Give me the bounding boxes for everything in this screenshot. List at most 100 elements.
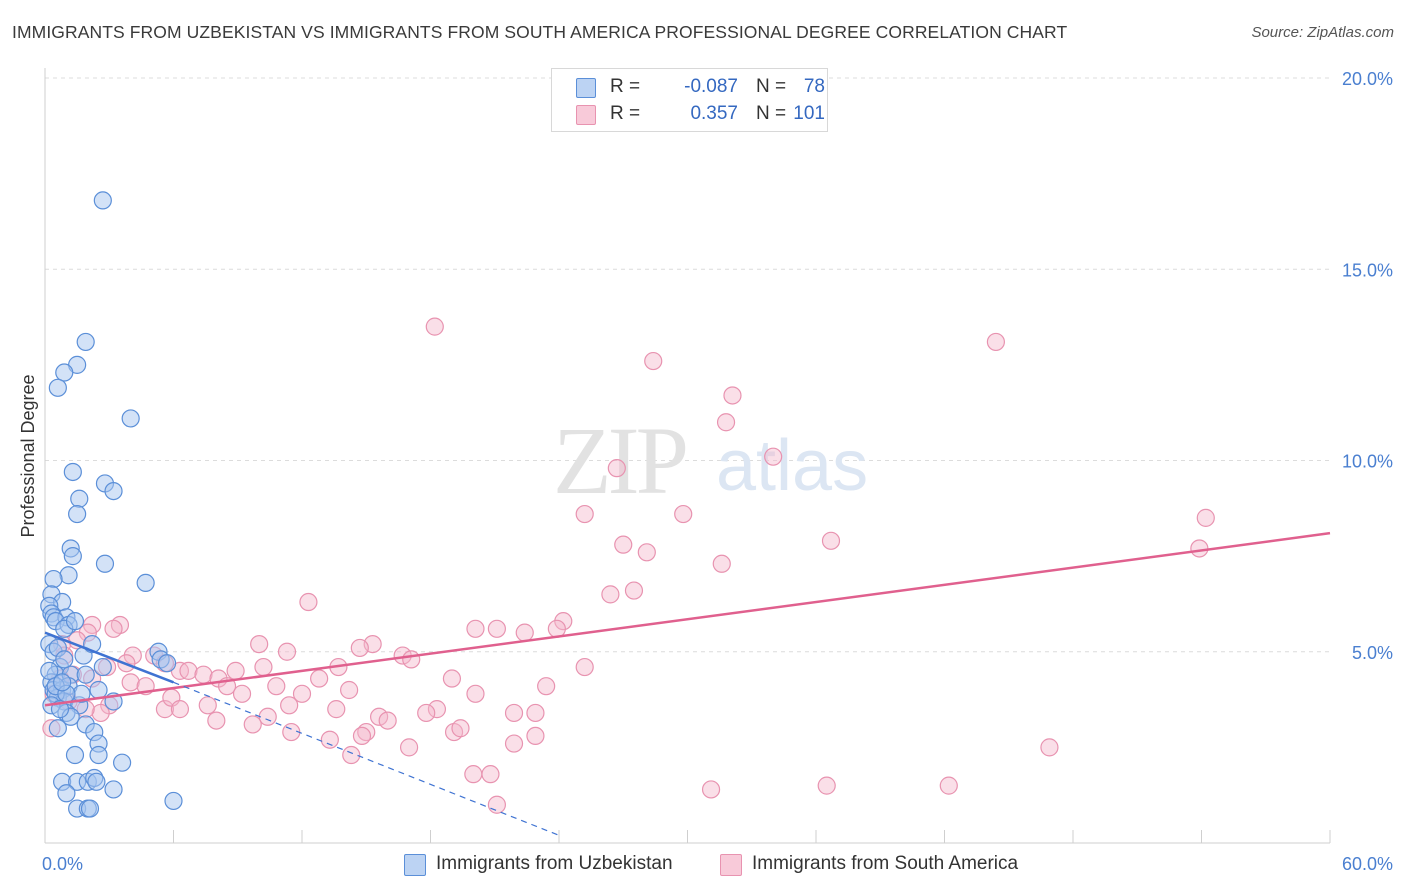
point-south-america xyxy=(399,738,419,757)
trend-line-uzbekistan-extension xyxy=(173,681,560,836)
point-uzbekistan xyxy=(63,547,82,566)
watermark-atlas: atlas xyxy=(716,426,868,506)
point-south-america xyxy=(537,677,556,696)
point-uzbekistan xyxy=(57,784,76,803)
point-uzbekistan xyxy=(121,409,140,428)
point-south-america xyxy=(277,642,297,661)
point-uzbekistan xyxy=(65,612,85,631)
point-uzbekistan xyxy=(55,650,74,669)
legend-r-value: -0.087 xyxy=(684,76,738,97)
point-south-america xyxy=(258,707,277,726)
point-south-america xyxy=(292,684,312,703)
legend-r-label: R = xyxy=(610,103,641,124)
point-south-america xyxy=(91,703,110,723)
chart-title: IMMIGRANTS FROM UZBEKISTAN VS IMMIGRANTS… xyxy=(12,22,1068,42)
point-south-america xyxy=(207,711,226,730)
point-south-america xyxy=(104,619,123,638)
trend-line-south-america xyxy=(44,531,1331,707)
point-south-america xyxy=(232,684,252,703)
point-south-america xyxy=(155,700,175,719)
point-south-america xyxy=(352,726,372,746)
series-south-america-points xyxy=(42,317,1215,814)
y-tick-label: 5.0% xyxy=(1352,643,1393,663)
point-uzbekistan xyxy=(104,780,123,799)
trend-line-uzbekistan xyxy=(44,631,174,684)
point-south-america xyxy=(170,700,190,719)
point-uzbekistan xyxy=(112,753,132,772)
point-uzbekistan xyxy=(44,569,63,589)
point-south-america xyxy=(250,634,269,654)
point-uzbekistan xyxy=(93,191,112,210)
legend-r-value: 0.357 xyxy=(690,103,738,124)
legend-swatch-blue xyxy=(576,78,596,98)
point-south-america xyxy=(986,332,1006,352)
point-south-america xyxy=(299,592,318,612)
bottom-legend-swatch-pink xyxy=(720,854,742,876)
point-south-america xyxy=(821,531,841,550)
point-south-america xyxy=(194,665,213,684)
point-uzbekistan xyxy=(89,745,108,765)
point-south-america xyxy=(764,447,783,466)
point-south-america xyxy=(280,696,299,715)
y-axis-label: Professional Degree xyxy=(18,374,38,537)
point-south-america xyxy=(340,680,359,700)
point-uzbekistan xyxy=(70,489,89,508)
point-south-america xyxy=(674,504,693,524)
y-tick-label: 20.0% xyxy=(1342,69,1393,89)
grid-lines xyxy=(45,77,1330,653)
point-uzbekistan xyxy=(59,566,78,585)
point-uzbekistan xyxy=(76,665,95,684)
legend-n-label: N = xyxy=(756,76,787,97)
point-south-america xyxy=(427,700,447,719)
point-south-america xyxy=(466,684,485,703)
point-south-america xyxy=(254,657,273,677)
point-uzbekistan xyxy=(104,482,123,501)
legend-swatch-pink xyxy=(576,105,596,125)
bottom-legend-label: Immigrants from Uzbekistan xyxy=(436,853,673,874)
point-uzbekistan xyxy=(48,378,67,397)
point-uzbekistan xyxy=(87,772,106,791)
point-south-america xyxy=(179,661,198,680)
point-south-america xyxy=(451,719,470,738)
point-south-america xyxy=(644,351,663,371)
point-south-america xyxy=(601,585,620,604)
point-uzbekistan xyxy=(76,332,95,352)
y-tick-label: 10.0% xyxy=(1342,452,1393,472)
point-south-america xyxy=(464,765,483,784)
point-south-america xyxy=(342,745,361,765)
point-south-america xyxy=(716,413,736,432)
legend-n-value: 78 xyxy=(803,76,825,97)
point-uzbekistan xyxy=(136,573,155,593)
point-south-america xyxy=(320,730,339,749)
correlation-legend: R = -0.087 N = 78 R = 0.357 N = 101 xyxy=(551,68,828,132)
point-uzbekistan xyxy=(48,719,67,738)
axes xyxy=(44,68,1331,844)
point-south-america xyxy=(198,696,217,715)
bottom-legend-swatch-blue xyxy=(404,854,426,876)
point-uzbekistan xyxy=(164,791,183,811)
point-south-america xyxy=(226,661,245,680)
point-south-america xyxy=(487,619,506,638)
point-south-america xyxy=(425,317,444,336)
point-south-america xyxy=(310,669,329,688)
point-uzbekistan xyxy=(55,363,74,382)
point-south-america xyxy=(701,780,721,799)
point-uzbekistan xyxy=(63,462,82,482)
point-south-america xyxy=(243,715,262,734)
point-south-america xyxy=(624,581,644,600)
point-south-america xyxy=(481,765,500,784)
point-south-america xyxy=(370,707,389,726)
point-uzbekistan xyxy=(53,673,72,692)
point-south-america xyxy=(504,734,524,753)
point-south-america xyxy=(614,535,633,554)
point-south-america xyxy=(526,726,545,746)
point-uzbekistan xyxy=(157,654,177,673)
point-south-america xyxy=(637,543,656,562)
point-uzbekistan xyxy=(95,554,115,573)
point-uzbekistan xyxy=(65,745,85,765)
legend-r-label: R = xyxy=(610,76,641,97)
point-south-america xyxy=(526,703,545,723)
series-uzbekistan-points xyxy=(40,191,183,818)
legend-n-label: N = xyxy=(756,103,787,124)
tick-labels: 5.0% 10.0% 15.0% 20.0% 0.0% 60.0% xyxy=(42,69,1393,874)
